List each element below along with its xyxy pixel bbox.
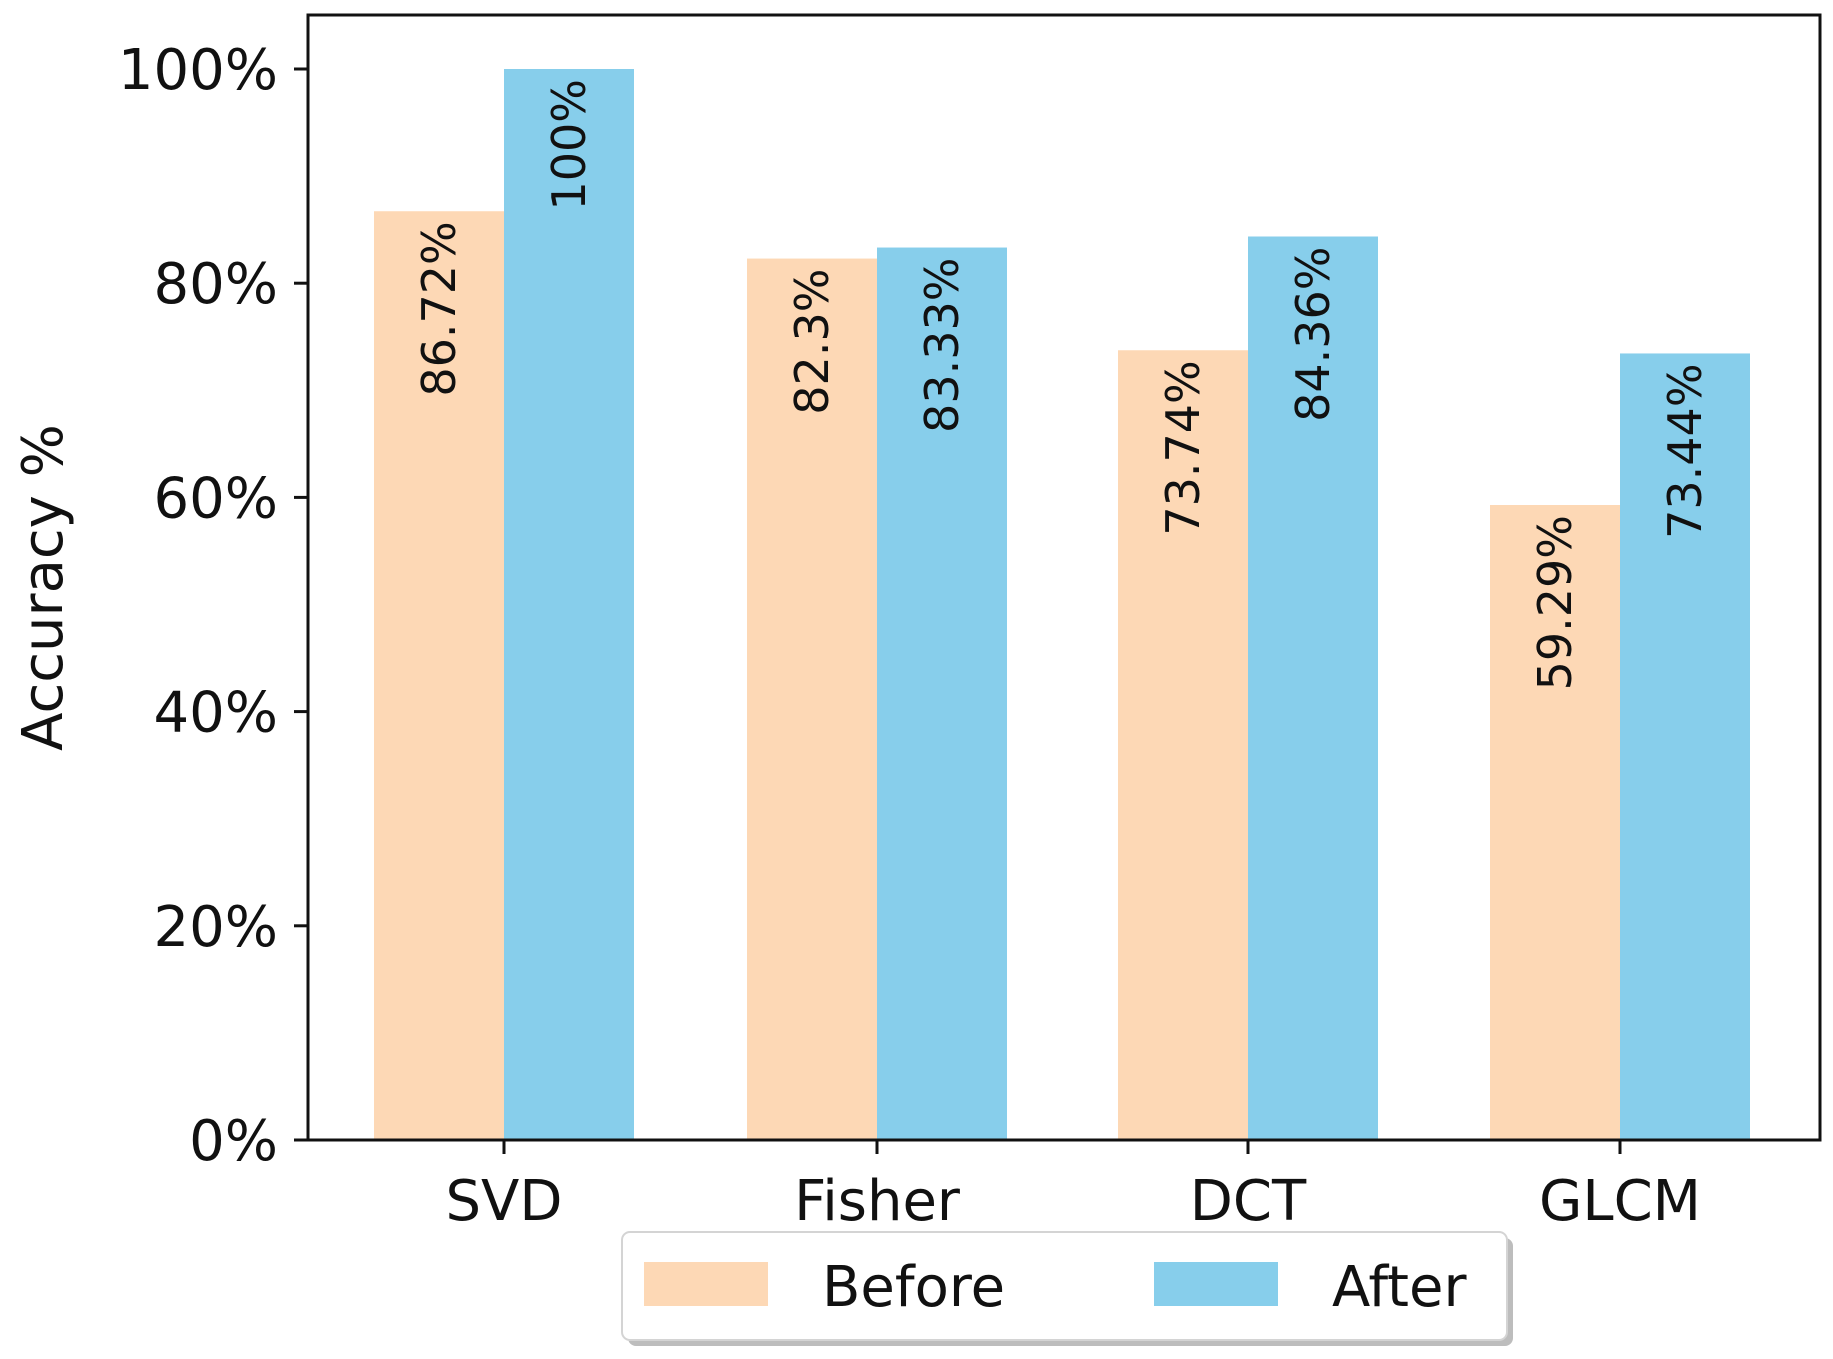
bar-data-label: 73.74%: [1156, 360, 1210, 535]
bar-labels-layer: 86.72% 100% 82.3% 83.33% 73.74% 84.36% 59.29% 7…: [412, 79, 1712, 690]
y-tick-label: 40%: [154, 681, 278, 746]
bar-data-label: 84.36%: [1286, 247, 1340, 422]
x-tick-label: SVD: [446, 1169, 563, 1234]
y-axis-title: Accuracy %: [11, 424, 76, 751]
legend-swatch-before: [644, 1262, 768, 1306]
legend: Before After: [621, 1231, 1513, 1346]
legend-box: [621, 1231, 1508, 1341]
x-axis: SVD Fisher DCT GLCM: [446, 1140, 1701, 1234]
y-tick-label: 80%: [154, 252, 278, 317]
bar-after-svd: [504, 69, 634, 1140]
plot-frame: [306, 13, 1822, 1142]
bar-data-label: 82.3%: [785, 269, 839, 415]
y-tick-label: 0%: [189, 1109, 278, 1174]
bar-after-dct: [1248, 236, 1378, 1140]
x-tick-label: Fisher: [794, 1169, 961, 1234]
bar-before-svd: [374, 211, 504, 1140]
y-tick-label: 20%: [154, 895, 278, 960]
bar-data-label: 83.33%: [915, 258, 969, 433]
legend-label-before: Before: [822, 1255, 1005, 1320]
bar-before-dct: [1118, 350, 1248, 1140]
y-tick-label: 60%: [154, 466, 278, 531]
legend-swatch-after: [1154, 1262, 1278, 1306]
bars-layer: [374, 69, 1750, 1140]
y-tick-label: 100%: [118, 38, 278, 103]
bar-before-fisher: [747, 258, 877, 1140]
x-tick-label: DCT: [1190, 1169, 1307, 1234]
bar-data-label: 100%: [542, 79, 596, 211]
bar-after-glcm: [1620, 353, 1750, 1140]
bar-after-fisher: [877, 247, 1007, 1140]
y-axis: 0% 20% 40% 60% 80% 100%: [118, 38, 308, 1174]
bar-data-label: 73.44%: [1658, 363, 1712, 538]
bar-data-label: 86.72%: [412, 221, 466, 396]
x-tick-label: GLCM: [1539, 1169, 1701, 1234]
bar-before-glcm: [1490, 505, 1620, 1140]
legend-label-after: After: [1332, 1255, 1467, 1320]
bar-data-label: 59.29%: [1528, 515, 1582, 690]
